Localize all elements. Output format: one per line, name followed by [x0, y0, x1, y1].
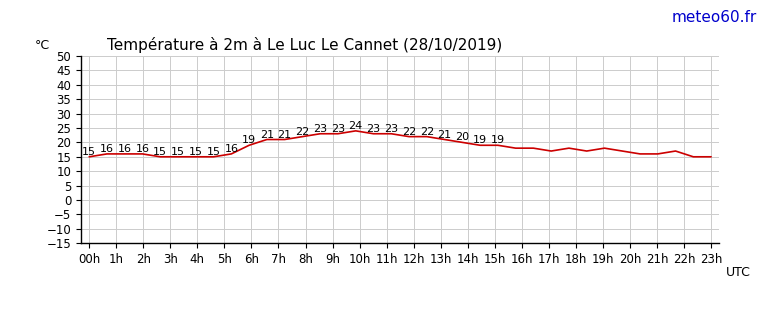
- Text: 16: 16: [100, 144, 114, 154]
- Text: 19: 19: [473, 135, 487, 145]
- Text: °C: °C: [35, 39, 50, 52]
- Text: UTC: UTC: [725, 266, 750, 279]
- Text: 21: 21: [278, 130, 291, 140]
- Text: 15: 15: [207, 147, 220, 157]
- Text: 23: 23: [331, 124, 345, 134]
- Text: 16: 16: [118, 144, 132, 154]
- Text: 16: 16: [135, 144, 149, 154]
- Text: Température à 2m à Le Luc Le Cannet (28/10/2019): Température à 2m à Le Luc Le Cannet (28/…: [106, 37, 502, 53]
- Text: 22: 22: [402, 127, 416, 137]
- Text: 15: 15: [171, 147, 185, 157]
- Text: 19: 19: [242, 135, 256, 145]
- Text: meteo60.fr: meteo60.fr: [672, 10, 757, 25]
- Text: 15: 15: [189, 147, 203, 157]
- Text: 23: 23: [366, 124, 380, 134]
- Text: 16: 16: [224, 144, 239, 154]
- Text: 15: 15: [153, 147, 168, 157]
- Text: 22: 22: [295, 127, 310, 137]
- Text: 23: 23: [384, 124, 399, 134]
- Text: 22: 22: [420, 127, 434, 137]
- Text: 24: 24: [349, 121, 363, 131]
- Text: 20: 20: [455, 132, 470, 142]
- Text: 15: 15: [82, 147, 96, 157]
- Text: 23: 23: [313, 124, 327, 134]
- Text: 21: 21: [438, 130, 451, 140]
- Text: 21: 21: [260, 130, 274, 140]
- Text: 19: 19: [491, 135, 505, 145]
